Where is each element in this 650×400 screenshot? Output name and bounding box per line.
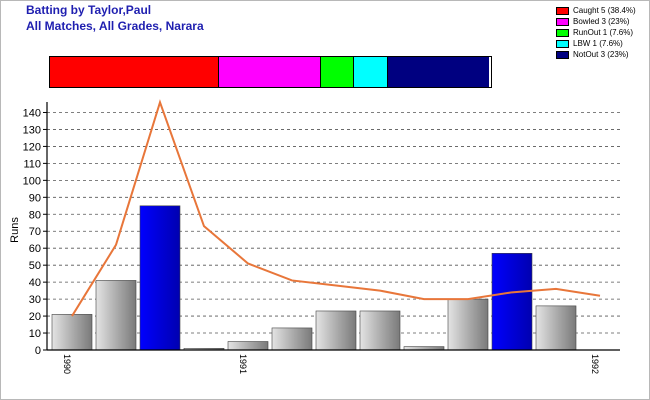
y-tick-label: 140 — [23, 107, 41, 119]
legend-item-lbw: LBW 1 (7.6%) — [556, 38, 636, 49]
chart-title: Batting by Taylor,Paul — [26, 3, 152, 17]
y-tick-label: 40 — [29, 277, 41, 289]
y-tick-label: 90 — [29, 192, 41, 204]
y-tick-label: 30 — [29, 294, 41, 306]
x-tick-label: 1990 — [62, 354, 72, 374]
bar — [51, 314, 93, 351]
bar — [95, 280, 137, 351]
y-axis-label: Runs — [9, 217, 21, 243]
legend-item-bowled: Bowled 3 (23%) — [556, 16, 636, 27]
y-tick-label: 60 — [29, 243, 41, 255]
legend-swatch-lbw — [556, 39, 569, 48]
legend: Caught 5 (38.4%) Bowled 3 (23%) RunOut 1… — [556, 5, 636, 60]
bar — [491, 252, 533, 351]
legend-label-notout: NotOut 3 (23%) — [573, 50, 629, 59]
legend-item-runout: RunOut 1 (7.6%) — [556, 27, 636, 38]
y-tick-label: 70 — [29, 226, 41, 238]
bar — [359, 310, 401, 351]
y-tick-label: 120 — [23, 141, 41, 153]
bar — [315, 310, 357, 351]
dist-segment-bowled — [219, 57, 321, 87]
legend-label-lbw: LBW 1 (7.6%) — [573, 39, 623, 48]
dist-segment-lbw — [354, 57, 388, 87]
legend-swatch-notout — [556, 50, 569, 59]
y-tick-label: 10 — [29, 328, 41, 340]
y-tick-label: 0 — [35, 345, 41, 357]
trend-line — [71, 99, 601, 317]
y-tick-label: 80 — [29, 209, 41, 221]
bar — [139, 205, 181, 351]
legend-item-caught: Caught 5 (38.4%) — [556, 5, 636, 16]
bar — [535, 305, 577, 351]
legend-swatch-runout — [556, 28, 569, 37]
legend-swatch-bowled — [556, 17, 569, 26]
legend-label-bowled: Bowled 3 (23%) — [573, 17, 630, 26]
bar — [447, 298, 489, 351]
dismissal-distribution-bar — [49, 56, 492, 88]
y-tick-label: 50 — [29, 260, 41, 272]
chart-subtitle: All Matches, All Grades, Narara — [26, 19, 204, 33]
y-tick-label: 100 — [23, 175, 41, 187]
y-tick-label: 20 — [29, 311, 41, 323]
dist-segment-runout — [320, 57, 355, 87]
legend-label-caught: Caught 5 (38.4%) — [573, 6, 636, 15]
legend-swatch-caught — [556, 6, 569, 15]
x-tick-label: 1991 — [238, 354, 248, 374]
bar — [271, 327, 313, 351]
bar — [227, 341, 269, 351]
y-tick-label: 130 — [23, 124, 41, 136]
dist-segment-notout — [387, 57, 490, 87]
x-tick-label: 1992 — [590, 354, 600, 374]
legend-label-runout: RunOut 1 (7.6%) — [573, 28, 634, 37]
dist-segment-caught — [50, 57, 220, 87]
y-tick-label: 110 — [23, 158, 41, 170]
legend-item-notout: NotOut 3 (23%) — [556, 49, 636, 60]
